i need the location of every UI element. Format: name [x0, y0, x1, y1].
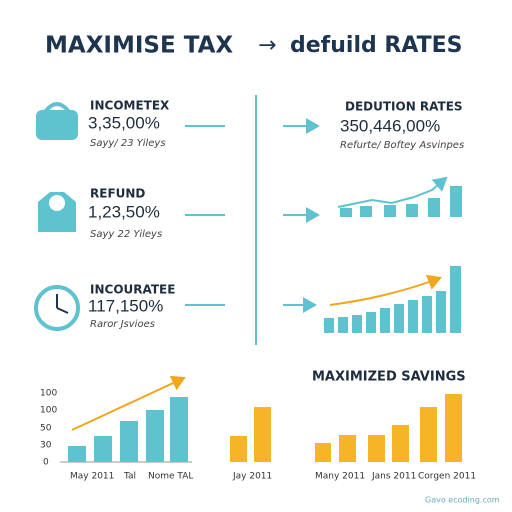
icon-bag [36, 102, 78, 140]
trend-line [71, 375, 186, 431]
title-left: MAXIMISE TAX [45, 33, 233, 59]
item-label: REFUND [90, 187, 145, 201]
chart-bars [340, 186, 462, 217]
item-label: INCOURATEE [90, 283, 175, 297]
item-value: 3,35,00% [88, 113, 160, 132]
deduction-value: 350,446,00% [340, 116, 440, 135]
item-label: INCOMETEX [90, 99, 170, 113]
item-value: 117,150% [88, 296, 163, 315]
axis-label: 30 [40, 441, 52, 451]
deduction-label: DEDUTION RATES [345, 100, 463, 114]
bottom-label: Jay 2011 [232, 472, 272, 482]
bottom-bars [68, 397, 188, 462]
bottom-label: Corgen 2011 [418, 472, 476, 482]
connectors [185, 118, 320, 313]
axis-label: 0 [43, 458, 49, 468]
bottom-label: Jans 2011 [371, 472, 416, 482]
icon-shirt [38, 192, 76, 232]
savings-title: MAXIMIZED SAVINGS [312, 370, 466, 385]
item-note: Sayy/ 23 Yileys [90, 138, 166, 149]
axis-label: 100 [40, 389, 57, 399]
bottom-bars [230, 394, 462, 462]
bottom-label: Tal [123, 472, 136, 482]
axis-label: 100 [40, 406, 57, 416]
title-arrow: → [258, 33, 276, 58]
trend-line [337, 176, 448, 208]
bottom-label: Nome TAL [148, 472, 193, 482]
title-right: defuild RATES [290, 33, 463, 58]
icon-clock [34, 285, 80, 331]
bottom-label: May 2011 [70, 472, 114, 482]
chart-bars [324, 266, 461, 333]
bottom-label: Many 2011 [315, 472, 365, 482]
axis-label: 50 [40, 424, 52, 434]
footer: Gavo ecoding.com [425, 496, 500, 505]
trend-line [329, 274, 442, 306]
deduction-note: Refurte/ Boftey Asvinpes [340, 140, 464, 151]
item-note: Sayy 22 Yileys [90, 229, 162, 240]
item-value: 1,23,50% [88, 202, 160, 221]
item-note: Raror Jsvioes [90, 319, 155, 330]
